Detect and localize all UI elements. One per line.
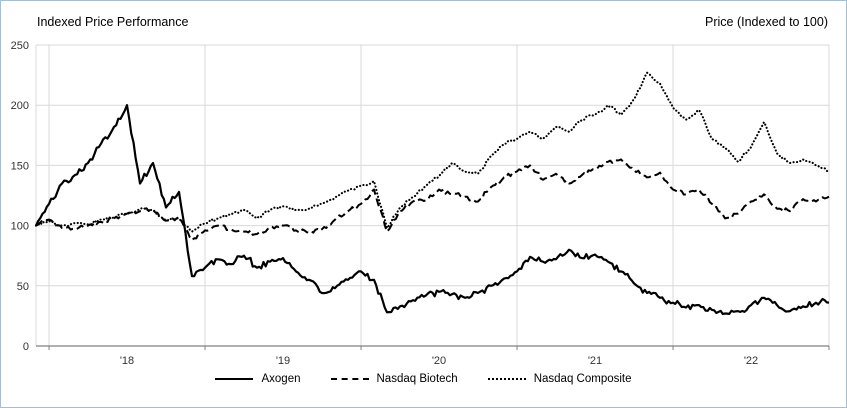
legend-item-axogen: Axogen	[215, 373, 301, 385]
y-tick-label: 250	[11, 40, 29, 52]
series-line-axogen	[35, 104, 830, 316]
x-tick-label: '21	[588, 355, 602, 367]
chart-title: Indexed Price Performance	[37, 15, 189, 29]
x-tick-label: '19	[276, 355, 290, 367]
series-line-nasdaq-composite	[34, 71, 831, 233]
legend-label: Axogen	[261, 373, 301, 385]
legend-label: Nasdaq Biotech	[376, 373, 458, 385]
axis-units-label: Price (Indexed to 100)	[705, 15, 828, 29]
y-tick-label: 50	[17, 281, 29, 293]
legend-label: Nasdaq Composite	[533, 373, 632, 385]
x-tick-label: '22	[744, 355, 758, 367]
y-tick-label: 0	[23, 341, 29, 353]
solid-line-swatch	[215, 378, 254, 380]
legend-item-nasdaq-biotech: Nasdaq Biotech	[330, 373, 458, 385]
x-tick-label: '18	[120, 355, 134, 367]
dashed-line-swatch	[330, 378, 369, 380]
y-tick-label: 200	[11, 100, 29, 112]
chart-legend: Axogen Nasdaq Biotech Nasdaq Composite	[1, 373, 846, 385]
legend-item-nasdaq-composite: Nasdaq Composite	[487, 373, 632, 385]
y-tick-label: 100	[11, 221, 29, 233]
x-tick-label: '20	[432, 355, 446, 367]
y-tick-label: 150	[11, 160, 29, 172]
dotted-line-swatch	[487, 378, 526, 380]
